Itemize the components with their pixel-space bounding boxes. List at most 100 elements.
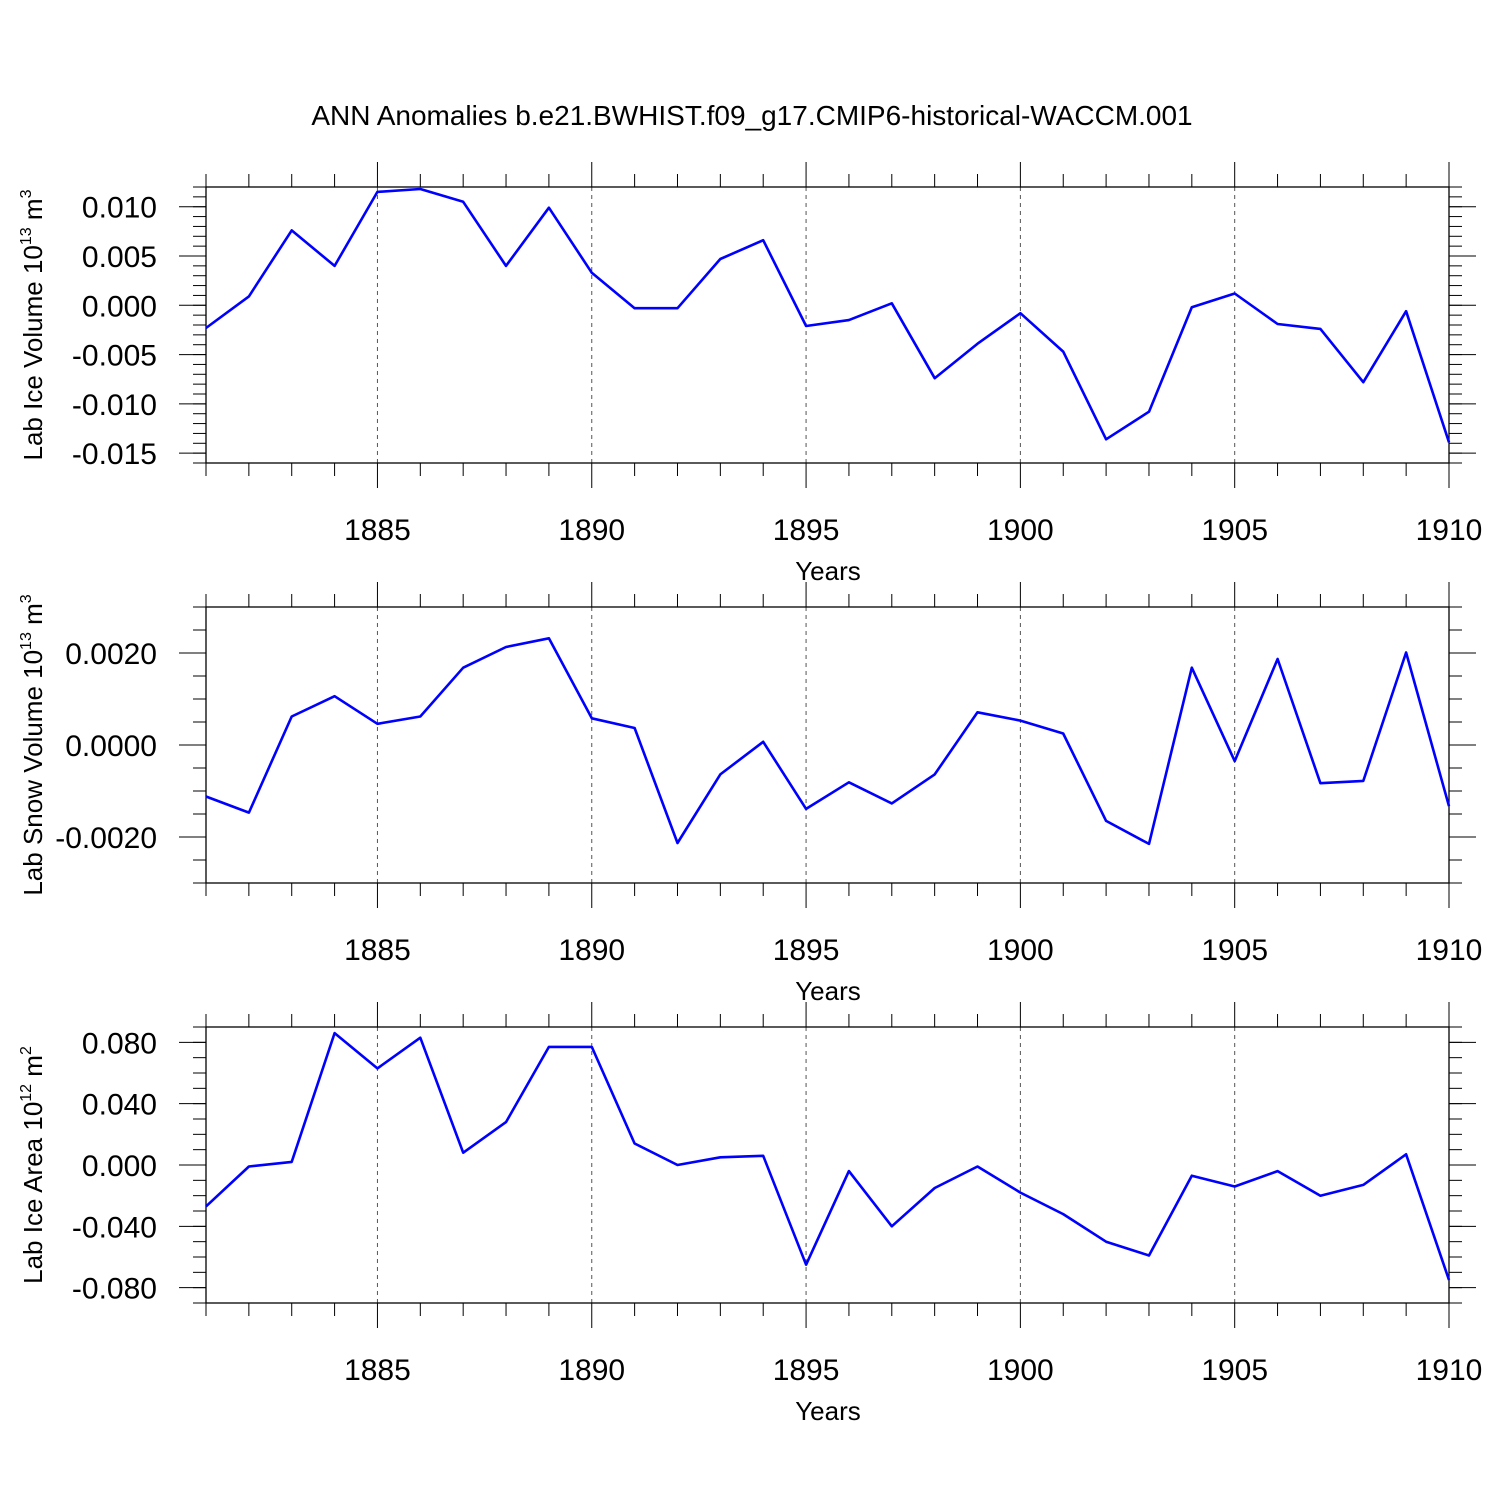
y-axis-label: Lab Snow Volume 1013 m3 [18, 594, 48, 895]
y-tick-label: -0.005 [72, 340, 157, 373]
data-point [1018, 1191, 1022, 1195]
data-point [675, 1163, 679, 1167]
data-point [375, 190, 379, 194]
data-point [1061, 350, 1065, 354]
x-tick-label: 1885 [344, 934, 411, 967]
data-point [418, 714, 422, 718]
y-tick-label: 0.000 [82, 290, 157, 323]
data-point [933, 772, 937, 776]
x-tick-label: 1910 [1416, 934, 1483, 967]
data-point [633, 1142, 637, 1146]
data-point [1404, 1152, 1408, 1156]
data-point [547, 206, 551, 210]
data-point [1361, 1183, 1365, 1187]
x-tick-label: 1890 [558, 934, 625, 967]
series-line [205, 187, 1451, 443]
data-point [375, 1066, 379, 1070]
x-tick-label: 1890 [558, 514, 625, 547]
panel-1: 0.010 0.005 0.000 -0.005 -0.010 -0.015 1885 189… [18, 162, 1482, 586]
x-tick-label: 1905 [1201, 1354, 1268, 1387]
data-point [718, 1155, 722, 1159]
data-point [1104, 1240, 1108, 1244]
data-point [633, 726, 637, 730]
data-point [547, 1045, 551, 1049]
data-point [1104, 437, 1108, 441]
data-point [675, 841, 679, 845]
data-point [804, 807, 808, 811]
y-axis-label-unit-exponent: 3 [18, 594, 35, 603]
data-point [247, 1165, 251, 1169]
data-point [1447, 1278, 1451, 1282]
data-point [461, 666, 465, 670]
data-point [890, 1224, 894, 1228]
x-axis-label: Years [795, 1396, 861, 1426]
y-axis-label-unit-exponent: 2 [18, 1046, 35, 1055]
y-axis-label-unit: m [18, 198, 48, 227]
data-point [933, 376, 937, 380]
panel-3: 0.080 0.040 0.000 -0.040 -0.080 1885 1890 1895 1… [18, 1002, 1482, 1426]
data-point [547, 636, 551, 640]
y-axis-label: Lab Ice Area 1012 m2 [18, 1046, 48, 1284]
data-point [204, 326, 208, 330]
data-point [804, 324, 808, 328]
plot-frame [205, 1026, 1450, 1304]
data-point [1361, 380, 1365, 384]
data-point [1147, 1253, 1151, 1257]
y-tick-label: 0.000 [82, 1150, 157, 1183]
data-point [847, 780, 851, 784]
data-point [1276, 1169, 1280, 1173]
x-tick-label: 1910 [1416, 514, 1483, 547]
x-tick-label: 1895 [773, 934, 840, 967]
y-tick-label: 0.040 [82, 1089, 157, 1122]
data-point [976, 1165, 980, 1169]
y-axis-label-unit: m [18, 1055, 48, 1084]
data-point [1404, 651, 1408, 655]
data-point [933, 1186, 937, 1190]
data-point [1018, 311, 1022, 315]
data-point [761, 238, 765, 242]
data-point [504, 264, 508, 268]
data-point [1276, 322, 1280, 326]
data-point [1147, 410, 1151, 414]
data-point [418, 187, 422, 191]
data-point [333, 264, 337, 268]
data-point [1061, 732, 1065, 736]
y-axis-label-exponent: 13 [18, 632, 35, 650]
x-tick-label: 1905 [1201, 514, 1268, 547]
data-point [1190, 666, 1194, 670]
data-point [461, 200, 465, 204]
x-tick-label: 1895 [773, 514, 840, 547]
x-tick-label: 1910 [1416, 1354, 1483, 1387]
data-point [461, 1151, 465, 1155]
data-point [1190, 1174, 1194, 1178]
data-point [804, 1263, 808, 1267]
data-point [1190, 305, 1194, 309]
x-tick-label: 1905 [1201, 934, 1268, 967]
data-point [333, 1031, 337, 1035]
x-tick-label: 1885 [344, 514, 411, 547]
data-point [590, 1045, 594, 1049]
data-point [890, 301, 894, 305]
plot-frame [205, 606, 1450, 884]
y-axis-label-unit: m [18, 603, 48, 632]
data-point [633, 306, 637, 310]
y-axis-label-exponent: 12 [18, 1084, 35, 1102]
data-point [1447, 804, 1451, 808]
data-point [1233, 1184, 1237, 1188]
y-tick-label: 0.0000 [65, 730, 157, 763]
data-point [333, 694, 337, 698]
y-axis-label-text: Lab Snow Volume 10 [18, 650, 48, 896]
data-point [718, 257, 722, 261]
data-point [761, 1154, 765, 1158]
data-point [1233, 291, 1237, 295]
x-axis-label: Years [795, 976, 861, 1006]
series-line [205, 1031, 1451, 1281]
data-point [290, 714, 294, 718]
data-point [890, 801, 894, 805]
data-point [247, 294, 251, 298]
data-point [1404, 309, 1408, 313]
data-point [976, 342, 980, 346]
series-line [205, 636, 1451, 846]
x-tick-label: 1885 [344, 1354, 411, 1387]
y-tick-label: 0.010 [82, 192, 157, 225]
